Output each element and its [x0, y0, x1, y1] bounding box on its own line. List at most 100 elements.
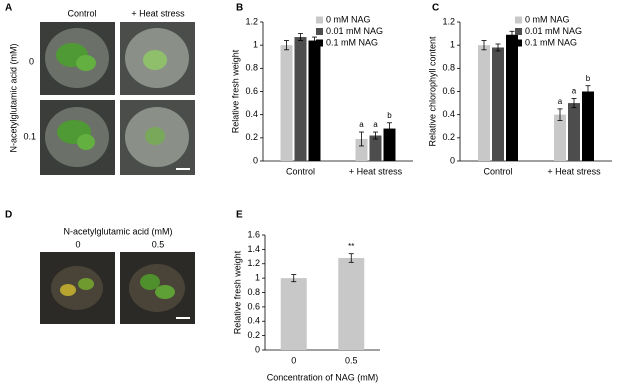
y-tick-label: 1 [450, 40, 455, 50]
pot [51, 266, 103, 310]
legend-label: 0.01 mM NAG [326, 26, 383, 36]
y-tick-label: 0.2 [442, 132, 455, 142]
error-bar [348, 253, 354, 263]
legend-swatch [515, 39, 522, 47]
x-tick-label: 0 [291, 355, 296, 365]
bar [582, 91, 594, 161]
panel-letter: B [236, 3, 243, 14]
error-bar [495, 43, 501, 52]
plant [76, 55, 96, 71]
legend-label: 0 mM NAG [525, 14, 570, 24]
photo-panel-a [40, 22, 195, 175]
significance-label: a [359, 120, 364, 129]
error-bar [509, 30, 515, 39]
y-tick-label: 0 [450, 155, 455, 165]
significance-label: a [558, 97, 563, 106]
y-tick-label: 0.8 [247, 287, 260, 297]
panel-letter: E [236, 210, 243, 221]
significance-label: b [586, 74, 591, 83]
x-tick-label: Control [483, 166, 512, 176]
panel-letter: A [5, 3, 12, 14]
y-tick-label: 0.4 [442, 109, 455, 119]
y-tick-label: 1.2 [442, 16, 455, 26]
error-bar [571, 98, 577, 109]
legend-swatch [316, 39, 323, 47]
legend-label: 0.1 mM NAG [326, 37, 378, 47]
error-bar [557, 108, 563, 121]
y-axis-title: Relative chlorophyll content [427, 36, 437, 147]
error-bar [284, 40, 289, 51]
bar [294, 37, 307, 161]
row-label: 0.1 [23, 131, 36, 141]
bar [568, 103, 580, 161]
row-label: 0 [29, 56, 34, 66]
legend-swatch [316, 28, 323, 35]
error-bar [298, 33, 303, 41]
error-bar [481, 40, 487, 51]
y-tick-label: 0 [253, 155, 258, 165]
bar [355, 138, 368, 161]
bar [383, 128, 396, 161]
y-tick-label: 1.4 [247, 244, 260, 254]
significance-label: b [387, 111, 392, 120]
y-tick-label: 1 [253, 40, 258, 50]
row-title: N-acetylglutamic acid (mM) [8, 43, 18, 152]
legend-swatch [515, 28, 522, 35]
photo-panel-d [40, 252, 195, 324]
bar [308, 40, 321, 161]
panel-letter: D [5, 210, 12, 221]
legend-label: 0.1 mM NAG [525, 37, 577, 47]
error-bar [585, 85, 591, 98]
plant [78, 278, 94, 290]
x-tick-label: 0.5 [345, 355, 358, 365]
y-axis-title: Relative fresh weight [230, 49, 240, 133]
legend-label: 0.01 mM NAG [525, 26, 582, 36]
plant [60, 284, 76, 296]
x-tick-label: Control [286, 166, 315, 176]
legend-label: 0 mM NAG [326, 14, 371, 24]
x-tick-label: + Heat stress [349, 166, 403, 176]
y-tick-label: 1.2 [245, 16, 258, 26]
bar [506, 34, 518, 161]
y-tick-label: 0.8 [245, 63, 258, 73]
significance-label: a [373, 120, 378, 129]
y-tick-label: 0.8 [442, 63, 455, 73]
bar [478, 45, 490, 161]
bar [338, 258, 365, 350]
legend-swatch [515, 16, 522, 24]
plant [155, 285, 175, 299]
y-tick-label: 0.4 [245, 109, 258, 119]
bar [369, 135, 382, 161]
y-tick-label: 0.2 [245, 132, 258, 142]
y-tick-label: 0 [255, 344, 260, 354]
y-axis-title: Relative fresh weight [232, 250, 242, 334]
plant [140, 274, 160, 290]
x-tick-label: + Heat stress [547, 166, 601, 176]
scale-bar [176, 168, 190, 170]
y-tick-label: 0.6 [245, 86, 258, 96]
y-tick-label: 0.6 [442, 86, 455, 96]
significance-label: ** [348, 242, 354, 251]
y-tick-label: 0.4 [247, 316, 260, 326]
column-label: + Heat stress [131, 8, 185, 18]
y-tick-label: 1 [255, 273, 260, 283]
plant [143, 50, 167, 70]
error-bar [359, 131, 364, 147]
y-tick-label: 1.6 [247, 229, 260, 239]
significance-label: a [572, 87, 577, 96]
bar [280, 278, 307, 350]
scale-bar [176, 317, 190, 319]
bar [554, 114, 566, 161]
y-tick-label: 0.2 [247, 330, 260, 340]
panel-letter: C [432, 3, 439, 14]
panel-title: N-acetylglutamic acid (mM) [63, 226, 172, 236]
error-bar [373, 131, 378, 140]
bar [280, 45, 293, 161]
bar [492, 47, 504, 161]
column-label: Control [67, 8, 96, 18]
legend-swatch [316, 16, 323, 24]
x-axis-title: Concentration of NAG (mM) [267, 372, 379, 382]
error-bar [291, 274, 297, 283]
y-tick-label: 0.6 [247, 301, 260, 311]
